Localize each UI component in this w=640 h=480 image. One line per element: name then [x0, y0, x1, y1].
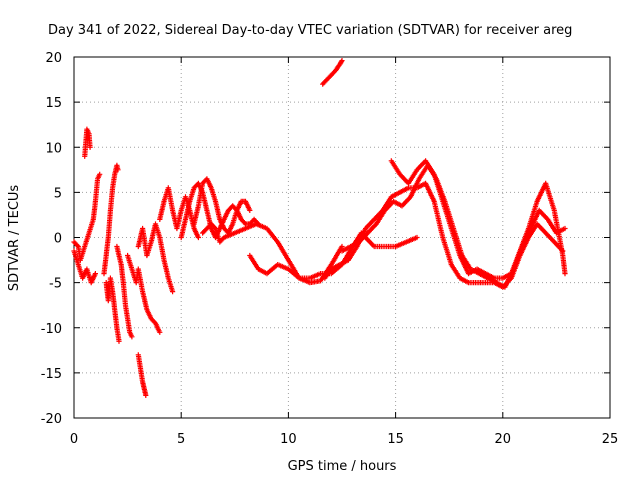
x-tick-label: 5 [177, 432, 185, 447]
y-tick-label: -10 [41, 322, 62, 337]
x-tick-label: 20 [495, 432, 512, 447]
x-axis-label: GPS time / hours [288, 459, 397, 474]
y-tick-label: 0 [54, 232, 62, 247]
y-tick-label: -5 [49, 277, 62, 292]
chart-title: Day 341 of 2022, Sidereal Day-to-day VTE… [48, 23, 572, 38]
data-point-track [71, 171, 103, 263]
data-point-track [125, 252, 163, 335]
x-tick-label: 25 [602, 432, 619, 447]
data-points [71, 58, 568, 398]
x-tick-label: 10 [280, 432, 297, 447]
data-point-track [135, 221, 176, 295]
data-point-track [114, 243, 135, 340]
grid-lines [74, 57, 610, 418]
data-point-track [200, 221, 345, 286]
y-tick-label: -15 [41, 367, 62, 382]
data-point-track [101, 162, 121, 277]
data-point-track [320, 58, 345, 87]
y-tick-label: 10 [45, 141, 62, 156]
data-point-track [103, 275, 122, 344]
y-tick-label: 20 [45, 51, 62, 66]
x-tick-label: 15 [387, 432, 404, 447]
x-tick-label: 0 [70, 432, 78, 447]
y-tick-label: -20 [41, 412, 62, 427]
data-point-track [191, 176, 253, 236]
data-point-track [71, 248, 98, 286]
y-tick-label: 15 [45, 96, 62, 111]
axis-ticks: 0 5 10 15 20 25 20 15 10 5 0 -5 -10 -15 -20 [41, 51, 619, 447]
plot-frame [73, 56, 611, 419]
data-point-track [388, 158, 568, 281]
data-point-track [135, 352, 149, 398]
data-point-track [82, 126, 93, 159]
y-axis-label: SDTVAR / TECUs [7, 185, 22, 292]
y-tick-label: 5 [54, 186, 62, 201]
